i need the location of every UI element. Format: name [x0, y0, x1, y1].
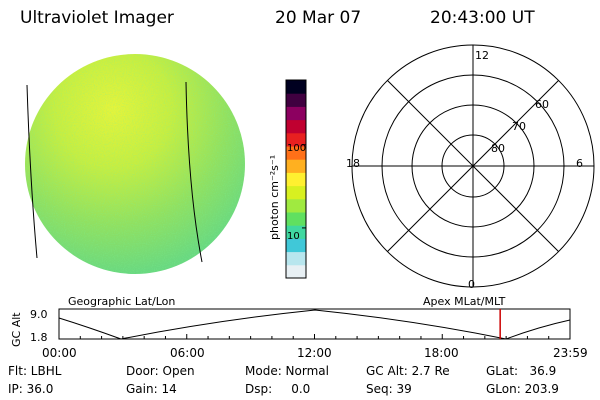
colorbar-border [285, 79, 307, 279]
colorbar-segment [286, 80, 306, 94]
info-dsp: Dsp: 0.0 [245, 382, 311, 396]
colorbar-segment [286, 146, 306, 160]
colorbar-segment [286, 119, 306, 134]
colorbar-segment [286, 93, 306, 107]
date-label: 20 Mar 07 [275, 8, 362, 28]
colorbar-segment [286, 212, 306, 226]
xtick-label: 06:00 [170, 346, 205, 360]
xtick-label: 18:00 [424, 346, 459, 360]
altitude-xticks [58, 334, 571, 339]
colorbar-unit-label: photon cm⁻²s⁻¹ [268, 155, 281, 240]
altitude-curve [58, 309, 571, 340]
info-glon: GLon: 203.9 [486, 382, 559, 396]
xtick-label: 12:00 [297, 346, 332, 360]
right-meridian-line [185, 81, 203, 263]
polar-lat-label-80: 80 [491, 142, 505, 155]
colorbar-segment [286, 238, 306, 253]
uv-disk [25, 54, 245, 274]
polar-mlt-label-12: 12 [475, 49, 489, 62]
colorbar-segment [286, 185, 306, 200]
time-label: 20:43:00 UT [430, 8, 535, 28]
colorbar-tick-label: 100 [287, 143, 306, 154]
colorbar-segment [286, 172, 306, 187]
info-door: Door: Open [126, 364, 195, 378]
altitude-ylabel: GC Alt [10, 312, 23, 347]
altitude-right-title: Apex MLat/MLT [423, 295, 506, 308]
xtick-label: 00:00 [42, 346, 77, 360]
info-filter: Flt: LBHL [8, 364, 62, 378]
polar-mlt-label-18: 18 [346, 157, 360, 170]
polar-plot [351, 44, 595, 288]
colorbar-segment [286, 251, 306, 266]
colorbar-segment [286, 159, 306, 173]
colorbar-segment [286, 132, 306, 147]
polar-mlt-label-0: 0 [468, 278, 475, 291]
colorbar [285, 79, 307, 279]
altitude-ytick-label: 9.0 [30, 308, 48, 321]
colorbar-segment [286, 106, 306, 121]
polar-lat-label-70: 70 [512, 120, 526, 133]
info-mode: Mode: Normal [245, 364, 329, 378]
instrument-title: Ultraviolet Imager [20, 8, 174, 28]
info-seq: Seq: 39 [366, 382, 412, 396]
info-gain: Gain: 14 [126, 382, 177, 396]
colorbar-segment [286, 264, 306, 279]
polar-mlt-label-6: 6 [576, 157, 583, 170]
altitude-left-title: Geographic Lat/Lon [68, 295, 175, 308]
info-glat: GLat: 36.9 [486, 364, 557, 378]
polar-lat-label-60: 60 [535, 98, 549, 111]
altitude-ytick-label: 1.8 [30, 331, 48, 344]
info-ip: IP: 36.0 [8, 382, 54, 396]
left-meridian-line [26, 84, 38, 259]
colorbar-segment [286, 198, 306, 213]
colorbar-tick-label: 10 [287, 231, 300, 242]
xtick-label: 23:59 [553, 346, 588, 360]
colorbar-segment [286, 225, 306, 239]
info-gc-alt: GC Alt: 2.7 Re [366, 364, 450, 378]
